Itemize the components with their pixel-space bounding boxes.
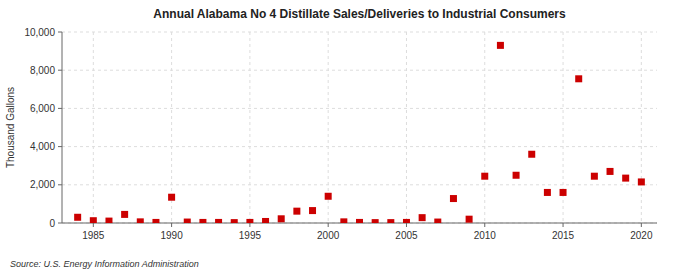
point [497,42,504,49]
points [74,42,645,223]
grid-line-x [406,32,407,223]
point [137,218,144,223]
point [372,219,379,223]
title: Annual Alabama No 4 Distillate Sales/Del… [153,7,566,21]
tick-label-y: 8,000 [30,65,55,76]
tick-label-x: 2020 [630,230,653,241]
chart: 0 2,000 4,000 6,000 8,000 10,000 1985 1990 1995 2… [0,0,675,275]
point [262,218,269,223]
point [403,219,410,223]
tick-label-y: 4,000 [30,141,55,152]
tick-x [641,223,642,227]
point [325,193,332,200]
point [607,168,614,175]
grid-line-y [62,70,657,71]
tick-y [58,223,62,224]
point [121,211,128,218]
background [0,0,675,275]
point [231,219,238,223]
point [450,195,457,202]
point [575,75,582,82]
tick-x [563,223,564,227]
point [544,189,551,196]
source-note: Source: U.S. Energy Information Administ… [10,259,199,269]
point [184,219,191,223]
point [591,173,598,180]
tick-x [406,223,407,227]
tick-x [171,223,172,227]
point [278,215,285,222]
tick-label-x: 1990 [160,230,183,241]
tick-label-x: 2010 [474,230,497,241]
point [90,217,97,223]
tick-x [484,223,485,227]
tick-y [58,108,62,109]
point [152,219,159,223]
grid-line-y [62,146,657,147]
point [434,219,441,223]
y-axis-line [62,32,63,223]
tick-label-y: 0 [49,218,55,229]
point [560,189,567,196]
axes: 0 2,000 4,000 6,000 8,000 10,000 1985 1990 1995 2… [24,27,657,242]
grid-line-x [641,32,642,223]
tick-label-x: 2000 [317,230,340,241]
tick-y [58,70,62,71]
tick-x [328,223,329,227]
point [528,151,535,158]
tick-label-y: 10,000 [24,27,55,38]
point [215,219,222,223]
tick-label-y: 2,000 [30,179,55,190]
point [466,216,473,223]
point [105,218,112,223]
grid-line-y [62,108,657,109]
point [419,214,426,221]
point [481,173,488,180]
point [309,207,316,214]
grid-line-y [62,184,657,185]
tick-label-x: 1995 [239,230,262,241]
point [246,219,253,223]
point [340,218,347,223]
tick-x [249,223,250,227]
y-axis-label: Thousand Gallons [5,87,16,168]
point [293,208,300,215]
tick-label-x: 2005 [395,230,418,241]
point [199,219,206,223]
tick-label-y: 6,000 [30,103,55,114]
grid [62,32,657,223]
point [74,214,81,221]
tick-label-x: 1985 [82,230,105,241]
page: {"chart_data": {"type": "scatter", "titl… [0,0,675,275]
grid-line-x [93,32,94,223]
grid-line-x [484,32,485,223]
tick-y [58,184,62,185]
tick-y [58,32,62,33]
tick-x [93,223,94,227]
point [638,178,645,185]
grid-line-x [249,32,250,223]
point [168,194,175,201]
point [513,172,520,179]
grid-line-y [62,32,657,33]
tick-label-x: 2015 [552,230,575,241]
point [387,219,394,223]
tick-y [58,146,62,147]
point [622,175,629,182]
point [356,219,363,223]
